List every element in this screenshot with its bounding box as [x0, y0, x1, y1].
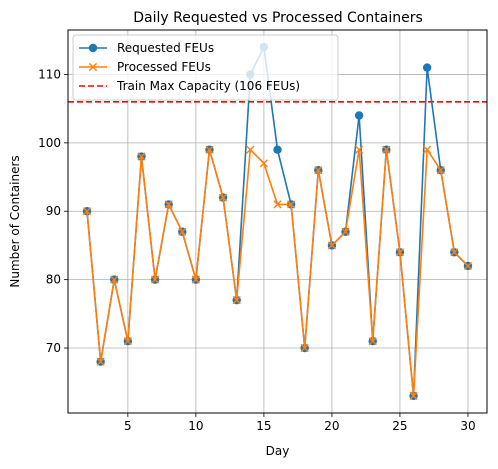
x-tick-label: 25	[392, 419, 407, 433]
legend-box	[72, 34, 339, 101]
data-point	[218, 193, 228, 202]
data-point	[422, 63, 432, 72]
data-point	[259, 159, 268, 168]
x-tick-label: 30	[460, 419, 475, 433]
y-tick-label: 110	[38, 67, 61, 81]
data-point	[423, 145, 432, 154]
legend-label: Processed FEUs	[117, 60, 211, 74]
x-tick-label: 15	[256, 419, 271, 433]
data-point	[409, 391, 418, 400]
legend-marker	[88, 43, 98, 53]
y-tick-label: 70	[46, 341, 61, 355]
legend-marker	[88, 62, 98, 72]
y-tick-label: 80	[46, 273, 61, 287]
data-point	[110, 275, 119, 284]
data-point	[150, 275, 160, 284]
data-point	[368, 337, 377, 346]
data-point	[354, 111, 364, 120]
data-point	[178, 227, 187, 236]
series-1	[82, 145, 473, 400]
data-point	[96, 357, 105, 366]
data-point	[205, 145, 214, 154]
series-line	[86, 147, 469, 396]
data-point	[463, 261, 473, 271]
data-point	[300, 343, 309, 353]
legend: Requested FEUs Processed FEUs Train Max Ca…	[72, 34, 339, 101]
x-axis-title: Day	[266, 444, 290, 458]
data-point	[191, 275, 200, 284]
x-tick-label: 10	[188, 419, 203, 433]
data-point	[232, 296, 241, 305]
y-axis: 70 80 90 100 110	[38, 67, 68, 355]
data-point	[314, 166, 323, 175]
data-point	[82, 207, 92, 216]
data-point	[355, 145, 364, 154]
data-point	[382, 145, 391, 154]
data-point	[123, 337, 132, 346]
x-tick-label: 20	[324, 419, 339, 433]
legend-label: Train Max Capacity (106 FEUs)	[116, 79, 300, 93]
legend-label: Requested FEUs	[117, 41, 214, 55]
data-point	[164, 200, 173, 209]
data-point	[246, 145, 255, 154]
x-axis: 5 10 15 20 25 30	[124, 413, 476, 433]
x-tick-label: 5	[124, 419, 132, 433]
plot-frame	[67, 29, 488, 414]
y-axis-title: Number of Containers	[8, 155, 22, 287]
data-point	[287, 200, 296, 209]
data-point	[450, 248, 459, 257]
data-point	[327, 241, 337, 250]
data-point	[273, 145, 282, 154]
y-tick-label: 100	[38, 136, 61, 150]
series-group	[82, 42, 473, 401]
data-point	[273, 200, 282, 209]
data-point	[436, 166, 445, 175]
data-point	[395, 248, 405, 257]
data-point	[341, 227, 350, 236]
data-point	[137, 152, 146, 161]
y-tick-label: 90	[46, 204, 61, 218]
chart-title: Daily Requested vs Processed Containers	[133, 10, 423, 26]
